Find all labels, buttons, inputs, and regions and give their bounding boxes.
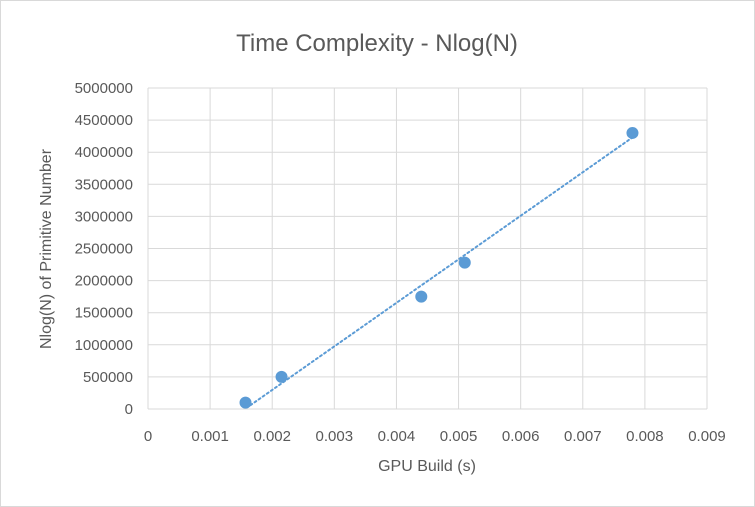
trendline [249,136,634,407]
x-tick-label: 0.003 [316,428,354,445]
x-tick-label: 0.008 [626,428,664,445]
x-tick-label: 0.002 [253,428,291,445]
y-axis-ticks: 0 500000 1000000 1500000 2000000 2500000 30000… [75,80,133,418]
scatter-point [458,256,471,269]
x-tick-label: 0.001 [191,428,229,445]
y-tick-label: 4500000 [75,112,133,129]
y-tick-label: 4000000 [75,144,133,161]
y-tick-label: 3000000 [75,208,133,225]
scatter-point [626,126,639,139]
x-tick-label: 0.004 [378,428,416,445]
y-tick-label: 2500000 [75,241,133,258]
x-tick-label: 0.006 [502,428,540,445]
y-tick-label: 1000000 [75,337,133,354]
scatter-point [275,370,288,383]
y-tick-label: 1500000 [75,305,133,322]
x-axis-label: GPU Build (s) [378,458,476,475]
scatter-point [415,290,428,303]
y-tick-label: 5000000 [75,80,133,97]
y-axis-label: Nlog(N) of Primitive Number [38,148,55,349]
y-tick-label: 0 [125,401,133,418]
chart-title: Time Complexity - Nlog(N) [236,30,518,57]
grid-layer [147,87,708,410]
y-tick-label: 3500000 [75,176,133,193]
x-axis-ticks: 0 0.001 0.002 0.003 0.004 0.005 0.006 0.007 0.00… [144,428,726,445]
trendline-layer [249,136,634,407]
x-tick-label: 0 [144,428,152,445]
scatter-point [239,396,252,409]
x-tick-label: 0.009 [688,428,726,445]
points-layer [239,126,639,409]
x-tick-label: 0.007 [564,428,602,445]
y-tick-label: 500000 [83,369,133,386]
y-tick-label: 2000000 [75,273,133,290]
x-tick-label: 0.005 [440,428,478,445]
